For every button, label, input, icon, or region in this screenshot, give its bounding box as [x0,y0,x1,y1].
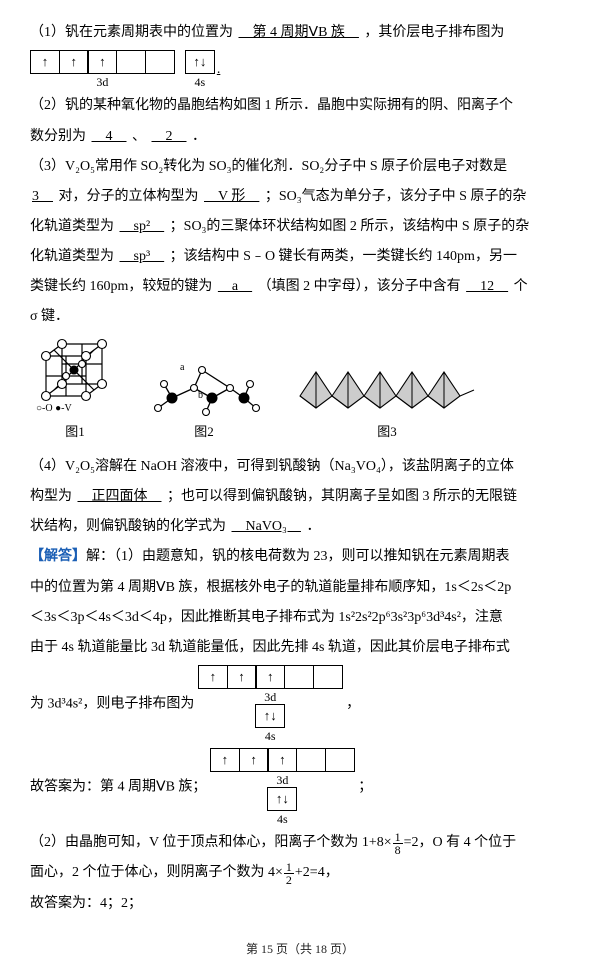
q3-l1: （3）V₂O₅常用作 SO₂转化为 SO₃的催化剂．SO₂分子中 S 原子价层电… [30,152,570,182]
sol-l1: 【解答】解：（1）由题意知，钒的核电荷数为 23，则可以推知钒在元素周期表 [30,542,570,572]
figure-1: ○-O ●-V 图1 [34,338,116,446]
figure-2: a b 图2 [144,354,264,446]
q2-blank2: 2 [150,129,189,144]
fig1-svg: ○-O ●-V [34,338,116,416]
ans-orbital-3d: ↑ ↑ ↑ 3d [210,748,355,787]
ans-orbital-4s: ↑↓ 4s [210,787,355,826]
q2-l2: 数分别为 4 、 2 ． [30,122,570,152]
q3-blank1: 3 [30,189,55,204]
sol-ans2: 故答案为：4；2； [30,889,570,919]
sol-ans1: 故答案为：第 4 周期ⅤB 族； ↑ ↑ ↑ 3d ↑↓ 4s ； [30,746,570,829]
figures-row: ○-O ●-V 图1 a b [30,338,570,446]
q1-post: ，其价层电子排布图为 [364,25,504,40]
q3-l3: 化轨道类型为 sp² ；SO₃的三聚体环状结构如图 2 所示，该结构中 S 原子… [30,212,570,242]
svg-text:a: a [180,362,185,373]
q3-blank6: 12 [464,279,510,294]
q3-blank5: a [216,279,254,294]
sol-orbital-3d: ↑ ↑ ↑ 3d [198,665,343,704]
q4-l2: 构型为 正四面体 ；也可以得到偏钒酸钠，其阴离子呈如图 3 所示的无限链 [30,482,570,512]
q3-l5: 类键长约 160pm，较短的键为 a （填图 2 中字母），该分子中含有 12 … [30,272,570,302]
q4-blank2: NaVO₃ [230,519,303,534]
sol-l2: 中的位置为第 4 周期ⅤB 族，根据核外电子的轨道能量排布顺序知，1s＜2s＜2… [30,573,570,603]
jieda-tag: 【解答】 [30,549,86,564]
orbital-3d: ↑ ↑ ↑ 3d [30,50,175,89]
q3-l2: 3 对，分子的立体构型为 V 形 ；SO₃气态为单分子，该分子中 S 原子的杂 [30,182,570,212]
q1-blank: 第 4 周期ⅤB 族 [237,25,361,40]
q4-blank1: 正四面体 [76,489,164,504]
q3-blank3: sp² [118,219,167,234]
q1-dotblank: . [215,62,223,77]
q3-blank2: V 形 [202,189,261,204]
q1-line1: （1）钒在元素周期表中的位置为 第 4 周期ⅤB 族 ，其价层电子排布图为 [30,18,570,48]
frac-1-8: 18 [393,831,403,856]
q4-l1: （4）V₂O₅溶解在 NaOH 溶液中，可得到钒酸钠（Na₃VO₄），该盐阴离子… [30,452,570,482]
q1-orbitals: ↑ ↑ ↑ 3d ↑↓ 4s . [30,48,570,91]
page-footer: 第 15 页（共 18 页） [0,937,600,963]
q2-l1: （2）钒的某种氧化物的晶胞结构如图 1 所示．晶胞中实际拥有的阴、阳离子个 [30,91,570,121]
svg-text:○-O ●-V: ○-O ●-V [36,403,72,414]
q1-pre: （1）钒在元素周期表中的位置为 [30,25,233,40]
sol-l3: ＜3s＜3p＜4s＜3d＜4p，因此推断其电子排布式为 1s²2s²2p⁶3s²… [30,603,570,633]
sol-orbital-4s: ↑↓ 4s [198,704,343,743]
sol-l4: 由于 4s 轨道能量比 3d 轨道能量低，因此先排 4s 轨道，因此其价层电子排… [30,633,570,663]
q3-l6: σ 键． [30,302,570,332]
q3-blank4: sp³ [118,249,167,264]
svg-text:b: b [198,390,203,401]
figure-3: 图3 [292,366,482,446]
sol-s6: （2）由晶胞可知，V 位于顶点和体心，阳离子个数为 1+8×18=2，O 有 4… [30,828,570,858]
fig3-svg [292,366,482,416]
frac-1-2: 12 [284,861,294,886]
q4-l3: 状结构，则偏钒酸钠的化学式为 NaVO₃ ． [30,512,570,542]
fig2-svg: a b [144,354,264,416]
orbital-4s: ↑↓ 4s [185,50,215,89]
q2-blank1: 4 [90,129,129,144]
sol-s7: 面心，2 个位于体心，则阴离子个数为 4×12+2=4， [30,858,570,888]
sol-l5: 为 3d³4s²，则电子排布图为 ↑ ↑ ↑ 3d ↑↓ 4s ， [30,663,570,746]
q3-l4: 化轨道类型为 sp³ ；该结构中 S﹣O 键长有两类，一类键长约 140pm，另… [30,242,570,272]
